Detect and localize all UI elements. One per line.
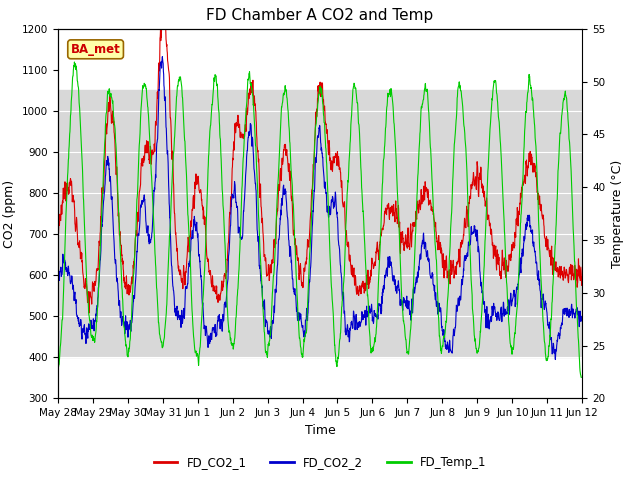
Bar xyxy=(58,90,582,357)
Legend: FD_CO2_1, FD_CO2_2, FD_Temp_1: FD_CO2_1, FD_CO2_2, FD_Temp_1 xyxy=(149,452,491,474)
Y-axis label: CO2 (ppm): CO2 (ppm) xyxy=(3,180,16,248)
Text: BA_met: BA_met xyxy=(70,43,120,56)
X-axis label: Time: Time xyxy=(305,424,335,437)
Y-axis label: Temperature (°C): Temperature (°C) xyxy=(611,159,624,268)
Title: FD Chamber A CO2 and Temp: FD Chamber A CO2 and Temp xyxy=(206,9,434,24)
